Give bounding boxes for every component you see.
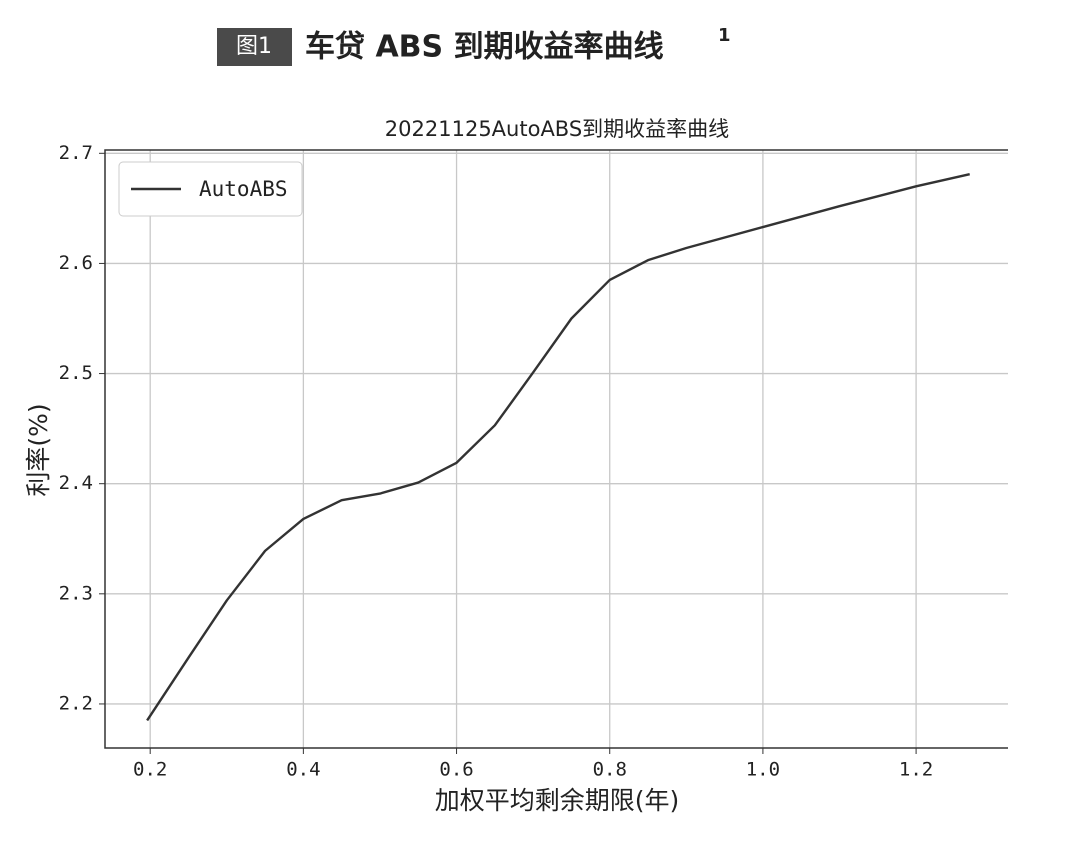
y-axis-label: 利率(%) (24, 403, 53, 496)
x-tick-label: 1.2 (899, 759, 933, 781)
figure-label: 图1 (236, 34, 272, 59)
y-tick-label: 2.3 (59, 582, 93, 604)
axis-frame (104, 149, 1008, 749)
series-line (146, 173, 970, 722)
y-tick-label: 2.7 (59, 142, 93, 164)
figure-title: 车贷 ABS 到期收益率曲线 (305, 30, 664, 65)
x-tick-label: 0.2 (133, 759, 167, 781)
y-tick-label: 2.6 (59, 252, 93, 274)
footnote-mark: 1 (718, 25, 731, 46)
x-tick-label: 0.8 (593, 759, 627, 781)
legend-label: AutoABS (199, 177, 288, 201)
figure-label-box (217, 28, 292, 66)
y-tick-label: 2.5 (59, 362, 93, 384)
x-tick-label: 0.4 (286, 759, 320, 781)
y-tick-label: 2.4 (59, 472, 93, 494)
legend-box (118, 161, 303, 217)
chart-title: 20221125AutoABS到期收益率曲线 (385, 117, 729, 141)
x-tick-label: 0.6 (439, 759, 473, 781)
x-tick-label: 1.0 (746, 759, 780, 781)
y-tick-label: 2.2 (59, 692, 93, 714)
x-axis-label: 加权平均剩余期限(年) (435, 786, 680, 815)
